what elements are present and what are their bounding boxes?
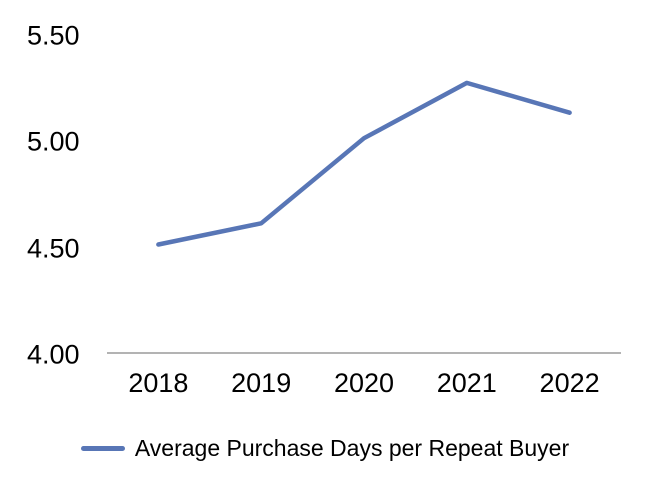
x-tick-label: 2019	[231, 368, 292, 398]
legend: Average Purchase Days per Repeat Buyer	[0, 434, 650, 462]
y-tick-label: 4.50	[27, 233, 80, 264]
legend-series-label: Average Purchase Days per Repeat Buyer	[134, 434, 570, 461]
series-line	[156, 80, 572, 247]
x-tick-label: 2018	[128, 368, 189, 398]
x-tick-label: 2022	[539, 368, 600, 398]
y-tick-label: 4.00	[27, 339, 80, 370]
y-tick-label: 5.50	[27, 20, 80, 51]
x-tick-label: 2021	[436, 368, 497, 398]
y-tick-label: 5.00	[27, 126, 80, 157]
x-tick-label: 2020	[333, 368, 395, 398]
legend-line-swatch	[80, 445, 125, 451]
